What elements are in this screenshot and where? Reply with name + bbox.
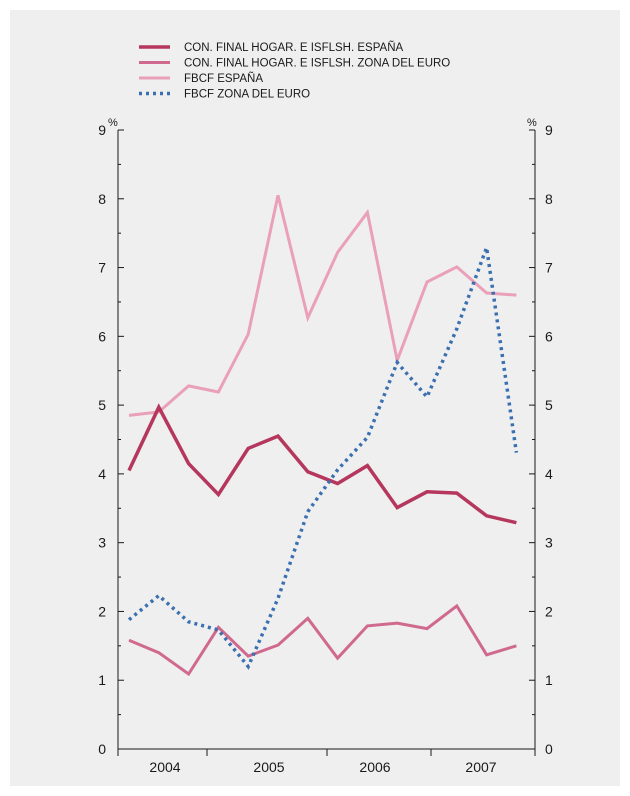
y-tick-label-right: 1 [545,672,553,688]
y-tick-label-left: 4 [98,466,106,482]
legend-label-1: CON. FINAL HOGAR. E ISFLSH. ESPAÑA [184,41,404,54]
legend: CON. FINAL HOGAR. E ISFLSH. ESPAÑA CON. F… [139,41,450,101]
ticks: 0 0 1 1 2 2 3 3 4 4 5 5 6 6 7 7 8 8 9 9 2004 2005 2006 2007 [98,122,553,775]
series-line-1 [127,403,517,525]
legend-label-3: FBCF ESPAÑA [184,72,263,85]
y-tick-label-right: 0 [545,741,553,757]
chart-panel [10,10,620,786]
series-line-3 [128,194,517,417]
y-tick-label-right: 8 [545,191,553,207]
y-tick-label-right: 6 [545,328,553,344]
y-tick-label-left: 2 [98,603,106,619]
right-unit-label: % [527,117,537,129]
y-tick-label-right: 9 [545,122,553,138]
x-tick-label: 2005 [253,759,284,775]
left-unit-label: % [108,117,118,129]
series-line-2 [128,603,517,677]
legend-label-4: FBCF ZONA DEL EURO [184,89,310,101]
x-tick-label: 2004 [149,759,180,775]
y-tick-label-left: 9 [98,122,106,138]
y-tick-label-left: 0 [98,741,106,757]
series-points-1 [129,407,517,523]
y-tick-label-left: 1 [98,672,106,688]
series-lines [127,194,519,677]
y-tick-label-left: 7 [98,260,106,276]
y-tick-label-right: 4 [545,466,553,482]
series-points-3 [129,195,517,415]
x-tick-label: 2006 [359,759,390,775]
x-tick-label: 2007 [465,759,496,775]
y-tick-label-right: 2 [545,603,553,619]
legend-label-2: CON. FINAL HOGAR. E ISFLSH. ZONA DEL EUR… [184,58,450,70]
y-tick-label-left: 3 [98,535,106,551]
y-tick-label-left: 8 [98,191,106,207]
y-tick-label-left: 6 [98,328,106,344]
y-tick-label-right: 7 [545,260,553,276]
y-tick-label-right: 5 [545,397,553,413]
y-tick-label-right: 3 [545,535,553,551]
y-tick-label-left: 5 [98,397,106,413]
